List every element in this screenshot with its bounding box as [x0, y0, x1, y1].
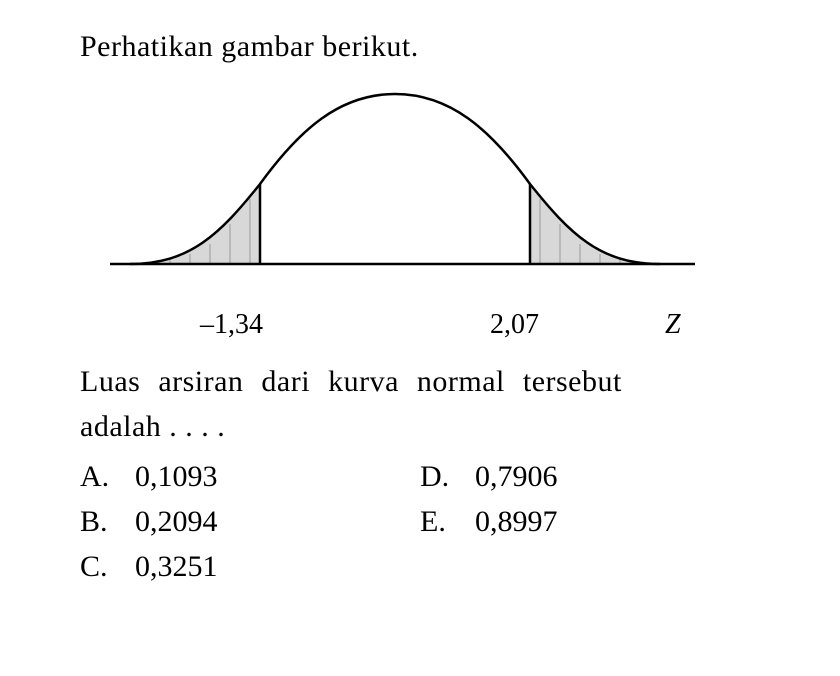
bell-curve — [130, 94, 660, 264]
shade-right-tail — [530, 184, 660, 264]
option-value: 0,1093 — [135, 454, 420, 499]
option-letter: E. — [420, 499, 475, 544]
option-row: C. 0,3251 — [80, 544, 760, 589]
prompt-line-2: adalah . . . . — [80, 404, 760, 449]
option-letter: B. — [80, 499, 135, 544]
answer-options: A. 0,1093 D. 0,7906 B. 0,2094 E. 0,8997 … — [80, 454, 760, 589]
option-d: D. 0,7906 — [420, 454, 760, 499]
axis-labels: –1,34 2,07 Z — [100, 309, 700, 349]
option-c: C. 0,3251 — [80, 544, 420, 589]
question-prompt: Luas arsiran dari kurva normal tersebut … — [80, 359, 760, 449]
prompt-line-1: Luas arsiran dari kurva normal tersebut — [80, 359, 760, 404]
option-value: 0,2094 — [135, 499, 420, 544]
option-value: 0,3251 — [135, 544, 420, 589]
option-a: A. 0,1093 — [80, 454, 420, 499]
option-row: A. 0,1093 D. 0,7906 — [80, 454, 760, 499]
z-axis-label: Z — [665, 309, 681, 341]
option-value: 0,7906 — [475, 454, 760, 499]
option-row: B. 0,2094 E. 0,8997 — [80, 499, 760, 544]
option-e: E. 0,8997 — [420, 499, 760, 544]
normal-curve-svg — [100, 74, 700, 304]
option-b: B. 0,2094 — [80, 499, 420, 544]
question-intro: Perhatikan gambar berikut. — [80, 30, 760, 64]
shade-left-tail — [130, 184, 260, 264]
option-letter: A. — [80, 454, 135, 499]
z-right-label: 2,07 — [490, 309, 539, 341]
normal-curve-chart — [100, 74, 700, 304]
option-value: 0,8997 — [475, 499, 760, 544]
option-letter: D. — [420, 454, 475, 499]
option-letter: C. — [80, 544, 135, 589]
z-left-label: –1,34 — [200, 309, 263, 341]
